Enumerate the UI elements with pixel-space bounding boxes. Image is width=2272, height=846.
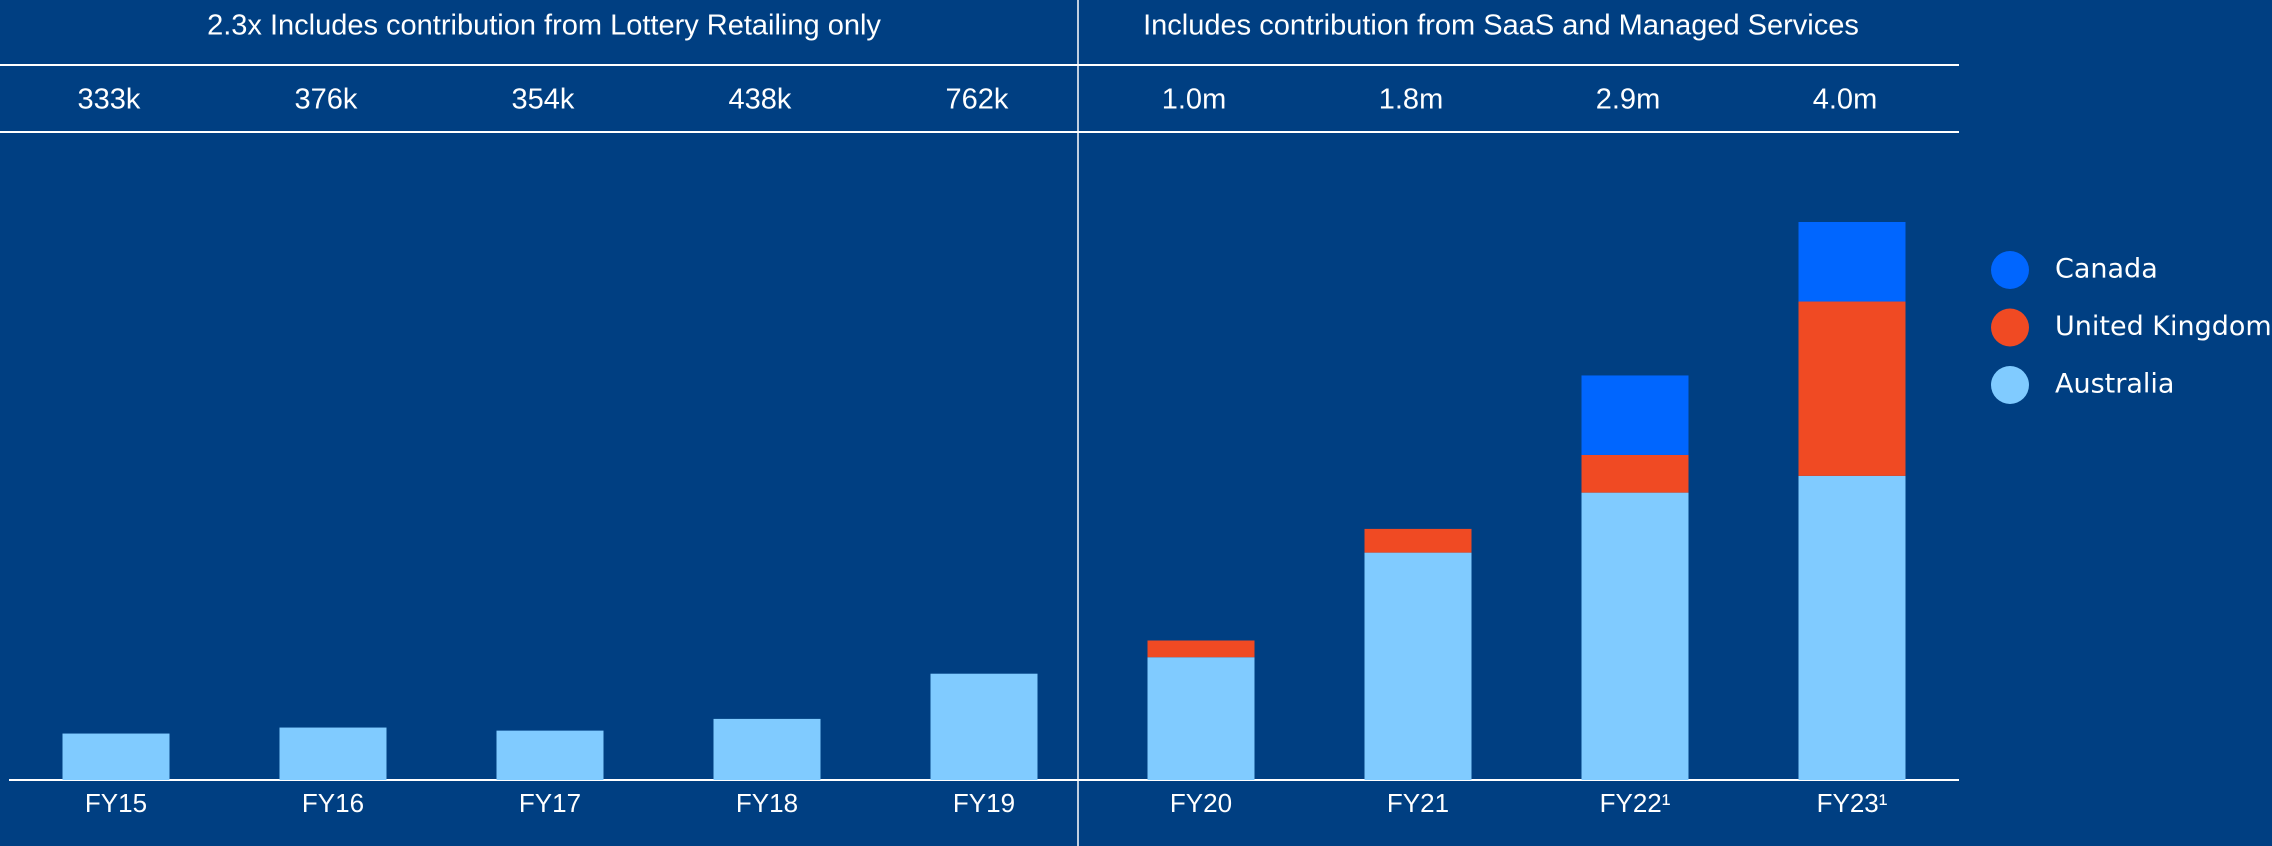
category-label: FY21 [1387, 788, 1449, 818]
bar-segment [279, 727, 387, 780]
bar-segment [1798, 222, 1906, 302]
bar-segment [930, 673, 1038, 780]
category-label: FY16 [302, 788, 364, 818]
bar-segment [1147, 640, 1255, 658]
total-label: 1.8m [1379, 84, 1443, 116]
legend-swatch [1991, 366, 2029, 404]
total-label: 4.0m [1813, 84, 1877, 116]
bar-segment [1147, 657, 1255, 780]
bar-segment [713, 718, 821, 780]
bar-segment [1364, 528, 1472, 553]
category-label: FY23¹ [1817, 788, 1888, 818]
total-label: 376k [295, 84, 358, 116]
bar-segment [1581, 492, 1689, 780]
legend-label: Australia [2055, 369, 2174, 400]
category-label: FY17 [519, 788, 581, 818]
header: 2.3x Includes contribution from Lottery … [207, 10, 881, 42]
header: Includes contribution from SaaS and Mana… [1143, 10, 1859, 42]
bar-segment [1581, 375, 1689, 455]
legend-swatch [1991, 251, 2029, 289]
total-label: 438k [729, 84, 792, 116]
legend-swatch [1991, 308, 2029, 347]
bar-segment [1581, 454, 1689, 493]
legend-label: United Kingdom [2055, 311, 2272, 342]
total-label: 354k [512, 84, 575, 116]
bar-segment [62, 733, 170, 780]
bar-segment [1798, 301, 1906, 476]
legend-label: Canada [2055, 254, 2158, 285]
total-label: 1.0m [1162, 84, 1226, 116]
total-label: 333k [78, 84, 141, 116]
bar-segment [496, 730, 604, 780]
category-label: FY19 [953, 788, 1015, 818]
category-label: FY22¹ [1600, 788, 1671, 818]
category-label: FY15 [85, 788, 147, 818]
bar-segment [1798, 475, 1906, 780]
category-label: FY18 [736, 788, 798, 818]
bar-segment [1364, 552, 1472, 780]
category-label: FY20 [1170, 788, 1232, 818]
total-label: 762k [946, 84, 1009, 116]
total-label: 2.9m [1596, 84, 1660, 116]
